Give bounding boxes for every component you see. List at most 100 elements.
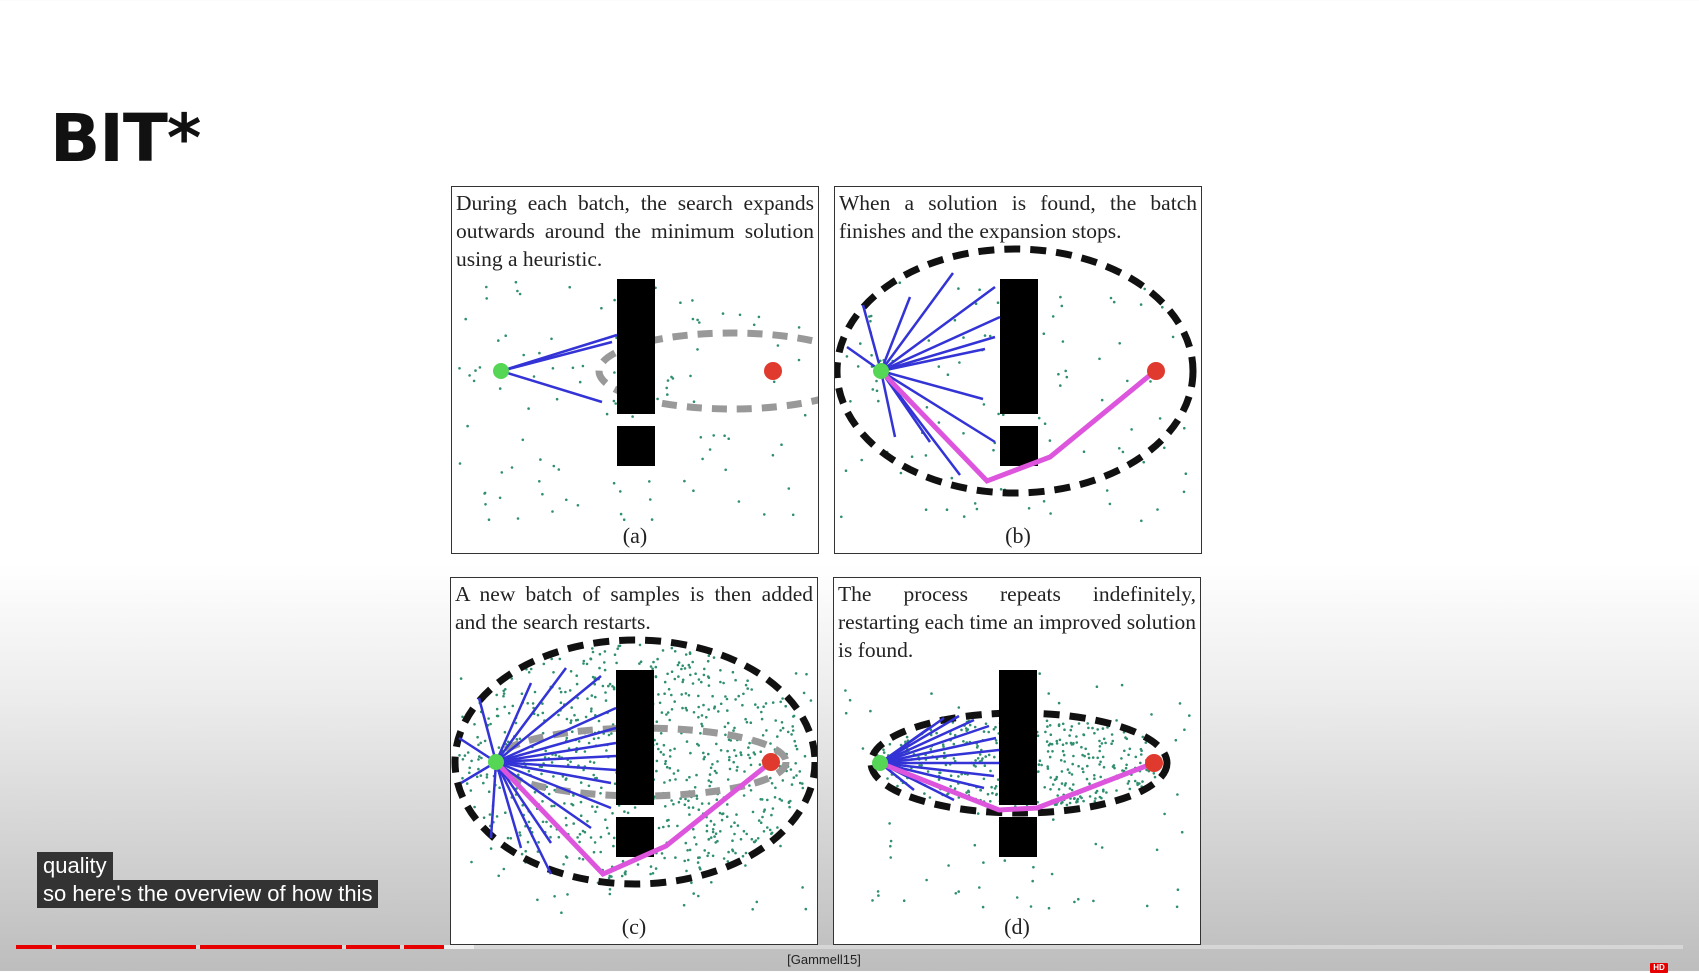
- sample-point: [747, 753, 750, 757]
- sample-point: [1150, 713, 1153, 716]
- sample-point: [711, 830, 715, 834]
- sample-point: [1102, 788, 1105, 792]
- sample-point: [685, 869, 688, 873]
- sample-point: [670, 799, 673, 802]
- sample-point: [484, 503, 487, 506]
- sample-point: [578, 840, 581, 844]
- panel-b-edges: [846, 272, 1001, 476]
- sample-point: [845, 355, 849, 358]
- sample-point: [702, 751, 705, 755]
- sample-point: [537, 841, 540, 844]
- sample-point: [1058, 738, 1062, 742]
- sample-point: [687, 663, 691, 667]
- sample-point: [742, 829, 746, 833]
- sample-point: [1096, 756, 1099, 760]
- sample-point: [924, 454, 928, 457]
- sample-point: [859, 342, 862, 345]
- sample-point: [882, 748, 885, 752]
- sample-point: [943, 751, 946, 755]
- sample-point: [742, 692, 745, 696]
- sample-point: [598, 666, 601, 670]
- sample-point: [638, 643, 642, 647]
- sample-point: [1043, 786, 1046, 789]
- sample-point: [668, 779, 672, 782]
- sample-point: [565, 498, 568, 502]
- sample-point: [1085, 777, 1089, 781]
- sample-point: [631, 415, 634, 418]
- sample-point: [910, 455, 914, 459]
- sample-point: [708, 448, 712, 451]
- sample-point: [603, 668, 607, 672]
- sample-point: [1044, 730, 1047, 734]
- sample-point: [746, 679, 749, 682]
- sample-point: [1059, 384, 1062, 387]
- sample-point: [497, 339, 500, 342]
- sample-point: [685, 708, 689, 712]
- sample-point: [670, 693, 673, 697]
- sample-point: [659, 750, 663, 754]
- sample-point: [697, 705, 700, 709]
- sample-point: [787, 487, 791, 490]
- sample-point: [1099, 760, 1102, 764]
- sample-point: [697, 694, 700, 698]
- video-progress-bar[interactable]: [16, 945, 1683, 949]
- citation: [Gammell15]: [787, 952, 861, 967]
- sample-point: [1073, 900, 1076, 904]
- panel-c-edge: [494, 761, 553, 844]
- sample-point: [747, 746, 750, 749]
- sample-point: [774, 786, 777, 790]
- sample-point: [566, 893, 569, 896]
- sample-point: [760, 710, 763, 714]
- sample-point: [636, 863, 640, 866]
- sample-point: [1120, 757, 1123, 760]
- sample-point: [937, 365, 941, 368]
- sample-point: [1142, 460, 1145, 464]
- sample-point: [780, 721, 784, 724]
- sample-point: [607, 876, 611, 880]
- sample-point: [1088, 782, 1091, 785]
- sample-point: [1047, 906, 1051, 910]
- sample-point: [541, 820, 545, 824]
- sample-point: [957, 706, 961, 709]
- sample-point: [1068, 801, 1072, 805]
- sample-point: [1118, 447, 1121, 450]
- sample-point: [482, 781, 485, 785]
- sample-point: [1082, 799, 1085, 803]
- sample-point: [749, 789, 753, 792]
- sample-point: [734, 754, 738, 758]
- sample-point: [1049, 788, 1052, 791]
- sample-point: [681, 678, 685, 682]
- sample-point: [1093, 731, 1096, 735]
- sample-point: [655, 759, 659, 763]
- sample-point: [668, 755, 672, 758]
- sample-point: [514, 721, 518, 725]
- sample-point: [561, 775, 565, 778]
- sample-point: [608, 888, 612, 891]
- panel-b-text: When a solution is found, the batch fini…: [839, 191, 1197, 243]
- sample-point: [1027, 507, 1031, 510]
- sample-point: [521, 804, 524, 807]
- sample-point: [502, 694, 505, 698]
- panel-c-edge: [494, 761, 523, 849]
- sample-point: [1082, 733, 1086, 737]
- sample-point: [574, 750, 578, 753]
- sample-point: [649, 498, 652, 501]
- sample-point: [877, 399, 880, 403]
- sample-point: [716, 839, 719, 843]
- sample-point: [502, 867, 506, 871]
- sample-point: [516, 289, 519, 293]
- sample-point: [604, 699, 608, 702]
- sample-point: [698, 321, 701, 324]
- sample-point: [693, 786, 697, 789]
- sample-point: [603, 650, 607, 653]
- sample-point: [1138, 782, 1141, 785]
- sample-point: [592, 737, 596, 740]
- sample-point: [711, 694, 714, 698]
- sample-point: [789, 768, 793, 771]
- sample-point: [1059, 759, 1063, 762]
- sample-point: [869, 709, 872, 713]
- sample-point: [466, 424, 469, 428]
- sample-point: [793, 739, 796, 743]
- sample-point: [1115, 719, 1118, 722]
- sample-point: [739, 837, 743, 841]
